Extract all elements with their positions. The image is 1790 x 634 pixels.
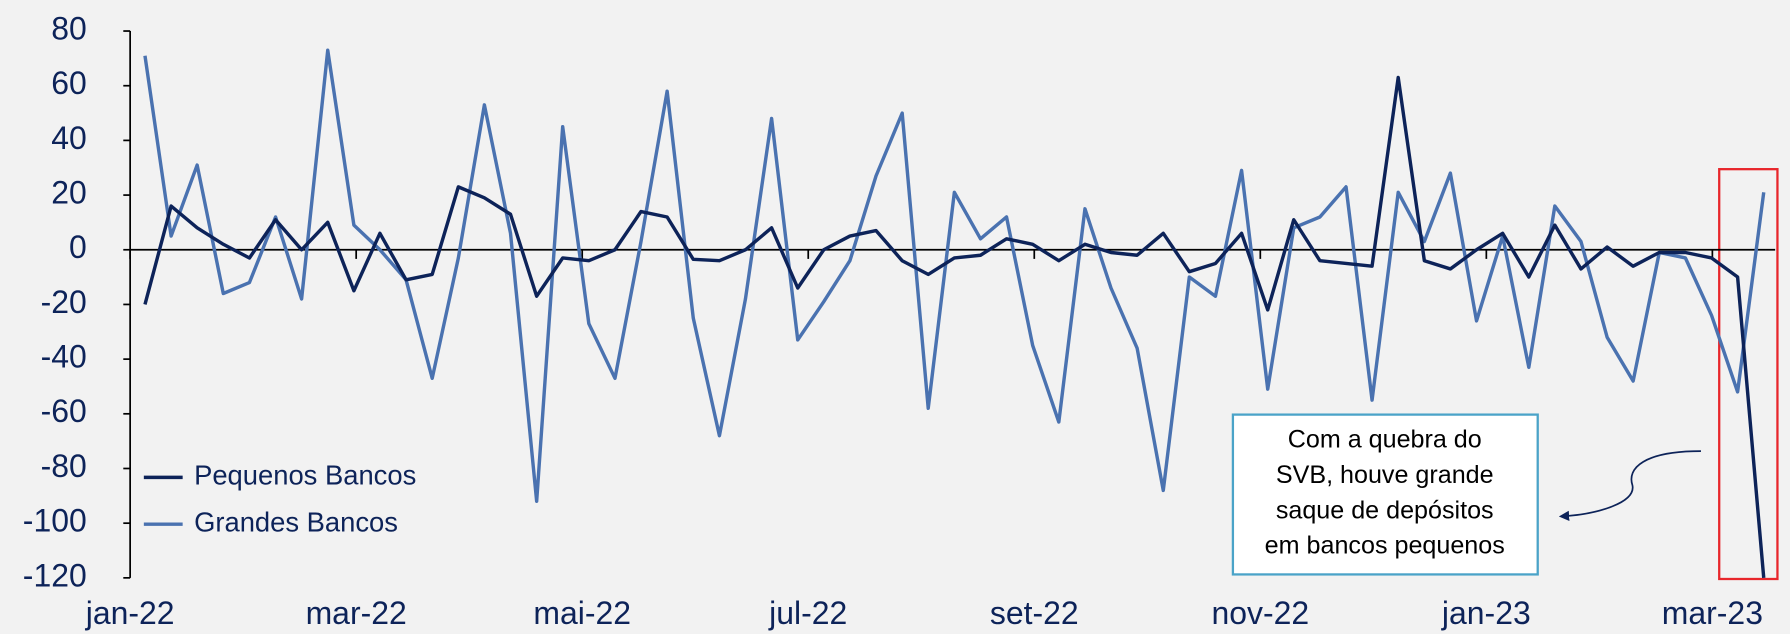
y-tick-label: -40 <box>41 339 87 375</box>
annotation-text: SVB, houve grande <box>1276 461 1494 489</box>
y-tick-label: 80 <box>51 10 87 46</box>
y-tick-label: -100 <box>23 503 87 539</box>
series-line <box>143 48 1766 503</box>
x-tick-label: jan-23 <box>1441 595 1531 631</box>
y-tick-label: -80 <box>41 448 87 484</box>
annotation-arrow <box>1558 450 1701 521</box>
y-tick-label: 0 <box>69 229 87 265</box>
series-line <box>143 75 1766 578</box>
annotation-text: saque de depósitos <box>1276 496 1494 524</box>
x-tick-label: mai-22 <box>533 595 631 631</box>
y-tick-label: 60 <box>51 65 87 101</box>
annotation-text: Com a quebra do <box>1288 426 1482 454</box>
x-tick-label: nov-22 <box>1211 595 1309 631</box>
annotation-text: em bancos pequenos <box>1265 532 1505 560</box>
highlight-box <box>1718 168 1779 581</box>
x-tick-label: jan-22 <box>85 595 175 631</box>
y-tick-label: 20 <box>51 175 87 211</box>
y-tick-label: -120 <box>23 557 87 593</box>
y-tick-label: -20 <box>41 284 87 320</box>
y-tick-label: 40 <box>51 120 87 156</box>
x-tick-label: jul-22 <box>768 595 847 631</box>
x-tick-label: mar-23 <box>1662 595 1763 631</box>
legend-label: Grandes Bancos <box>194 506 398 537</box>
x-tick-label: set-22 <box>990 595 1079 631</box>
legend-label: Pequenos Bancos <box>194 460 416 491</box>
annotation-box <box>1231 413 1539 576</box>
y-tick-label: -60 <box>41 393 87 429</box>
x-tick-label: mar-22 <box>306 595 407 631</box>
